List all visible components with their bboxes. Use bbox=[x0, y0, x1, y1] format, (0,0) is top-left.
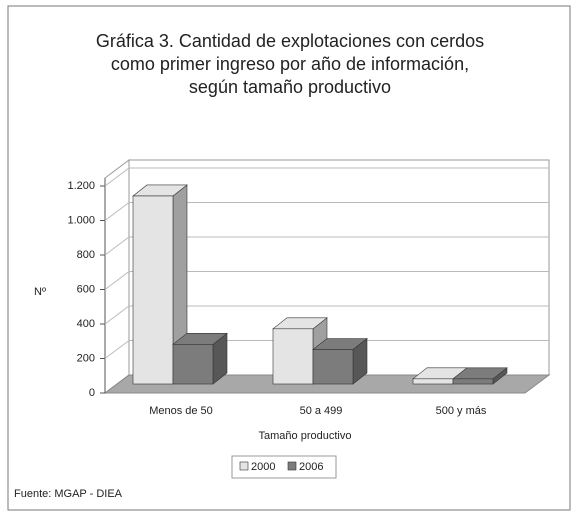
bar bbox=[272, 328, 314, 385]
y-tick-label: 200 bbox=[77, 352, 95, 364]
y-tick-label: 0 bbox=[89, 387, 95, 399]
x-tick-label: 500 y más bbox=[436, 405, 487, 417]
y-tick-label: 600 bbox=[77, 283, 95, 295]
legend-label: 2006 bbox=[299, 461, 323, 473]
bar bbox=[172, 344, 214, 385]
frame bbox=[7, 5, 571, 511]
source: Fuente: MGAP - DIEA bbox=[14, 488, 123, 500]
grid-line bbox=[104, 236, 130, 256]
bar bbox=[132, 195, 174, 385]
grid-line bbox=[104, 305, 130, 325]
y-tick-label: 1.000 bbox=[67, 214, 95, 226]
x-tick-label: Menos de 50 bbox=[149, 405, 213, 417]
x-tick-label: 50 a 499 bbox=[300, 405, 343, 417]
grid-line bbox=[104, 167, 130, 187]
y-tick-label: 1.200 bbox=[67, 180, 95, 192]
grid-line bbox=[104, 271, 130, 290]
grid-line bbox=[104, 340, 130, 359]
x-axis-label: Tamaño productivo bbox=[259, 430, 352, 442]
grid-line bbox=[104, 202, 130, 221]
bar bbox=[312, 349, 354, 385]
bar bbox=[412, 378, 454, 385]
y-axis-label: Nº bbox=[34, 286, 46, 298]
legend-swatch bbox=[239, 461, 249, 471]
legend-label: 2000 bbox=[251, 461, 275, 473]
chart-title: Gráfica 3. Cantidad de explotaciones con… bbox=[95, 31, 485, 97]
y-tick-label: 400 bbox=[77, 318, 95, 330]
side-wall bbox=[104, 159, 130, 394]
bar bbox=[452, 378, 494, 385]
legend-box bbox=[231, 455, 337, 479]
legend-swatch bbox=[287, 461, 297, 471]
y-tick-label: 800 bbox=[77, 249, 95, 261]
